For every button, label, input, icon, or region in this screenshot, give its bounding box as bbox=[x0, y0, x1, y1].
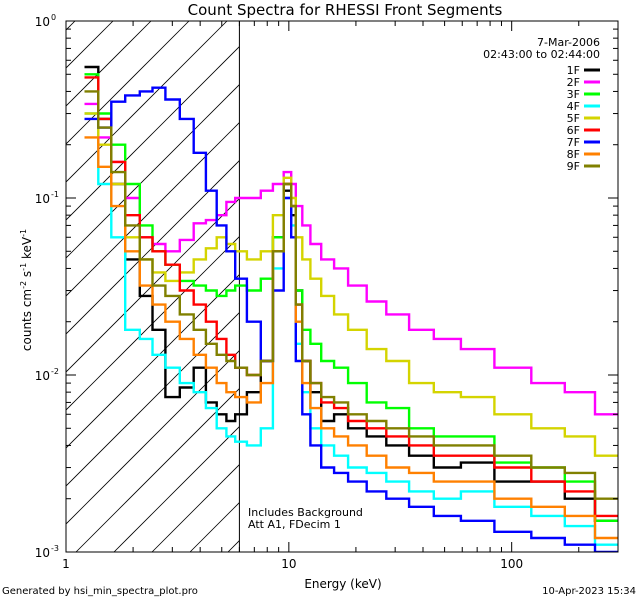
legend-label-9f: 9F bbox=[567, 160, 580, 173]
legend-label-1f: 1F bbox=[567, 64, 580, 77]
hatch-line bbox=[66, 350, 240, 525]
y-tick-label-exponent: -1 bbox=[51, 190, 59, 199]
legend-label-6f: 6F bbox=[567, 124, 580, 137]
legend-label-5f: 5F bbox=[567, 112, 580, 125]
x-axis-label: Energy (keV) bbox=[304, 577, 381, 591]
hatch-line bbox=[113, 426, 240, 552]
hatch-line bbox=[66, 236, 240, 411]
x-tick-label: 100 bbox=[500, 557, 523, 571]
chart-title: Count Spectra for RHESSI Front Segments bbox=[188, 1, 503, 19]
hatch-line bbox=[66, 84, 240, 259]
series-layer bbox=[84, 65, 618, 552]
hatch-line bbox=[66, 312, 240, 487]
footer-generated-by: Generated by hsi_min_spectra_plot.pro bbox=[2, 586, 198, 597]
y-axis-label-exp: -2 bbox=[19, 281, 28, 289]
y-axis-label-exp: -1 bbox=[19, 229, 28, 237]
hatch-line bbox=[66, 46, 240, 221]
y-axis-label-part: keV bbox=[20, 236, 34, 263]
series-line-9f bbox=[84, 90, 618, 500]
hatch-line bbox=[66, 21, 228, 183]
annotation-attenuator: Att A1, FDecim 1 bbox=[248, 518, 341, 531]
series-line-2f bbox=[84, 102, 618, 416]
y-tick-label: 10 bbox=[35, 546, 50, 560]
legend-label-3f: 3F bbox=[567, 88, 580, 101]
y-tick-label: 10 bbox=[35, 369, 50, 383]
x-tick-label: 10 bbox=[281, 557, 296, 571]
y-axis-label-exp: -1 bbox=[19, 263, 28, 271]
y-axis-label-part: counts cm bbox=[20, 289, 34, 351]
hatch-line bbox=[66, 122, 240, 297]
y-tick-label: 10 bbox=[35, 192, 50, 206]
plot-frame bbox=[65, 20, 619, 553]
hatch-line bbox=[66, 21, 190, 145]
legend-label-8f: 8F bbox=[567, 148, 580, 161]
y-axis-label: counts cm-2 s-1 keV-1 bbox=[19, 229, 34, 351]
y-tick-label-exponent: 0 bbox=[51, 13, 56, 22]
annotation-background: Includes Background bbox=[248, 506, 363, 519]
y-tick-label-exponent: -2 bbox=[51, 367, 59, 376]
legend-time-range: 02:43:00 to 02:44:00 bbox=[483, 48, 600, 61]
legend-label-2f: 2F bbox=[567, 76, 580, 89]
legend-date: 7-Mar-2006 bbox=[537, 36, 600, 49]
series-line-7f bbox=[84, 86, 618, 552]
y-tick-label-exponent: -3 bbox=[51, 544, 59, 553]
y-tick-label: 10 bbox=[35, 15, 50, 29]
footer-timestamp: 10-Apr-2023 15:34 bbox=[542, 586, 636, 597]
hatch-line bbox=[75, 388, 240, 552]
hatch-line bbox=[66, 274, 240, 449]
legend-label-4f: 4F bbox=[567, 100, 580, 113]
x-tick-label: 1 bbox=[62, 557, 70, 571]
y-axis-label-part: s bbox=[20, 271, 34, 281]
series-line-5f bbox=[84, 112, 618, 457]
hatch-line bbox=[66, 160, 240, 335]
legend-label-7f: 7F bbox=[567, 136, 580, 149]
